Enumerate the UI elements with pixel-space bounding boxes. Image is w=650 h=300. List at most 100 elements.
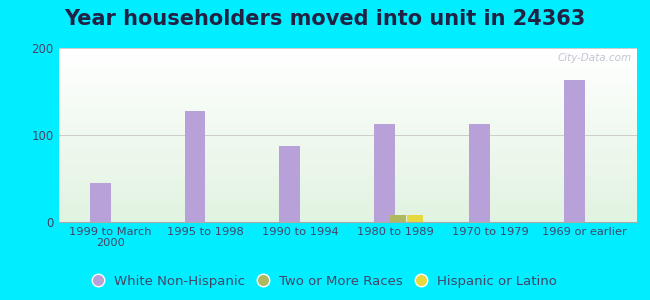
Bar bbox=[58, 120, 637, 121]
Bar bbox=[58, 213, 637, 214]
Bar bbox=[58, 205, 637, 206]
Bar bbox=[407, 215, 422, 222]
Bar bbox=[58, 79, 637, 80]
Bar bbox=[58, 219, 637, 220]
Bar bbox=[58, 96, 637, 97]
Bar bbox=[58, 176, 637, 177]
Bar bbox=[58, 187, 637, 188]
Bar bbox=[58, 118, 637, 119]
Bar bbox=[58, 123, 637, 124]
Bar bbox=[58, 208, 637, 209]
Bar bbox=[58, 216, 637, 217]
Bar bbox=[58, 55, 637, 56]
Bar bbox=[58, 218, 637, 219]
Bar bbox=[58, 115, 637, 116]
Bar bbox=[58, 192, 637, 193]
Bar bbox=[58, 74, 637, 75]
Bar bbox=[58, 71, 637, 72]
Bar bbox=[58, 67, 637, 68]
Bar bbox=[58, 194, 637, 195]
Bar bbox=[185, 111, 205, 222]
Bar bbox=[58, 107, 637, 108]
Bar bbox=[58, 58, 637, 59]
Bar bbox=[469, 124, 490, 222]
Bar bbox=[58, 198, 637, 199]
Bar bbox=[58, 181, 637, 182]
Bar bbox=[58, 210, 637, 211]
Bar bbox=[58, 214, 637, 215]
Bar bbox=[58, 148, 637, 149]
Bar bbox=[58, 140, 637, 141]
Bar bbox=[58, 135, 637, 136]
Bar bbox=[58, 82, 637, 83]
Text: City-Data.com: City-Data.com bbox=[557, 53, 631, 63]
Bar bbox=[58, 127, 637, 128]
Bar bbox=[58, 163, 637, 164]
Bar bbox=[58, 103, 637, 104]
Bar bbox=[58, 167, 637, 168]
Bar bbox=[58, 138, 637, 139]
Bar bbox=[58, 76, 637, 77]
Bar bbox=[58, 158, 637, 159]
Bar bbox=[58, 73, 637, 74]
Bar bbox=[58, 220, 637, 221]
Bar bbox=[58, 80, 637, 81]
Bar bbox=[58, 111, 637, 112]
Bar bbox=[58, 91, 637, 92]
Bar bbox=[58, 173, 637, 174]
Bar bbox=[374, 124, 395, 222]
Bar bbox=[58, 90, 637, 91]
Bar bbox=[58, 95, 637, 96]
Bar bbox=[58, 54, 637, 55]
Bar bbox=[58, 83, 637, 84]
Bar bbox=[58, 137, 637, 138]
Bar bbox=[58, 150, 637, 151]
Bar bbox=[58, 88, 637, 89]
Bar bbox=[58, 69, 637, 70]
Bar bbox=[58, 153, 637, 154]
Bar bbox=[58, 59, 637, 60]
Bar bbox=[58, 130, 637, 131]
Bar bbox=[58, 66, 637, 67]
Bar bbox=[58, 97, 637, 98]
Bar bbox=[58, 51, 637, 52]
Bar bbox=[58, 175, 637, 176]
Bar bbox=[58, 146, 637, 147]
Bar bbox=[58, 109, 637, 110]
Bar bbox=[58, 60, 637, 61]
Bar bbox=[58, 57, 637, 58]
Bar bbox=[58, 129, 637, 130]
Bar bbox=[58, 85, 637, 86]
Bar bbox=[58, 128, 637, 129]
Bar bbox=[58, 116, 637, 117]
Bar bbox=[58, 183, 637, 184]
Bar bbox=[58, 85, 637, 86]
Bar bbox=[58, 211, 637, 212]
Bar bbox=[58, 53, 637, 54]
Bar bbox=[58, 98, 637, 99]
Bar bbox=[58, 114, 637, 115]
Bar bbox=[58, 217, 637, 218]
Bar bbox=[58, 180, 637, 181]
Bar bbox=[58, 154, 637, 155]
Bar bbox=[58, 156, 637, 157]
Bar bbox=[58, 62, 637, 63]
Bar bbox=[58, 200, 637, 201]
Bar bbox=[58, 104, 637, 105]
Bar bbox=[58, 56, 637, 57]
Bar bbox=[58, 143, 637, 144]
Bar bbox=[58, 52, 637, 53]
Bar bbox=[58, 108, 637, 109]
Bar bbox=[58, 185, 637, 186]
Bar bbox=[58, 75, 637, 76]
Bar bbox=[58, 50, 637, 51]
Bar bbox=[58, 184, 637, 185]
Bar bbox=[58, 124, 637, 125]
Bar bbox=[58, 177, 637, 178]
Bar bbox=[58, 64, 637, 65]
Bar bbox=[564, 80, 585, 222]
Bar bbox=[58, 169, 637, 170]
Bar bbox=[58, 119, 637, 120]
Bar bbox=[58, 196, 637, 197]
Bar bbox=[58, 195, 637, 196]
